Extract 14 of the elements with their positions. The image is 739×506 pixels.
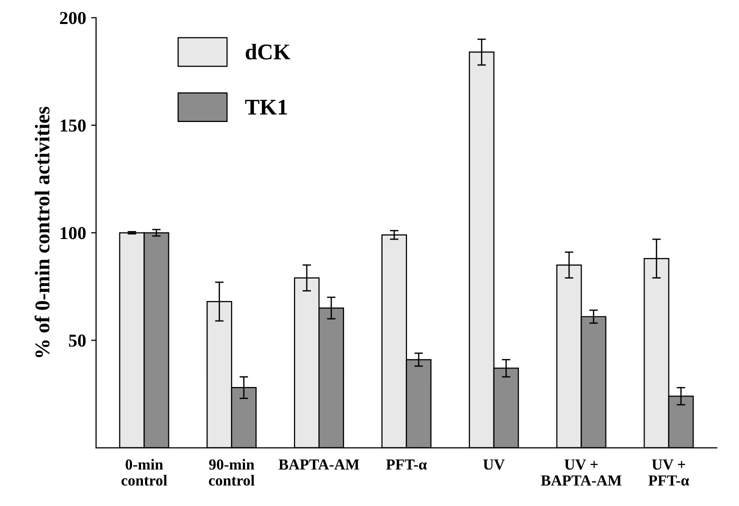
x-tick-label: BAPTA-AM [278, 459, 360, 470]
x-tick-label: UV + BAPTA-AM [540, 460, 622, 486]
x-tick-label: UV [483, 460, 505, 470]
x-tick-label: 90-min control [208, 458, 255, 486]
y-tick-label: 150 [60, 119, 86, 132]
x-tick-label: PFT-α [386, 460, 427, 470]
legend-label: TK1 [245, 100, 287, 114]
x-tick-label: UV + PFT-α [648, 460, 690, 486]
y-tick-label: 200 [60, 12, 86, 24]
legend-label: dCK [246, 44, 290, 60]
y-tick-label: 50 [69, 334, 86, 347]
y-tick-label: 100 [60, 227, 86, 240]
x-tick-label: 0-min control [121, 458, 168, 486]
y-axis-title: % of 0-min control activities [34, 106, 50, 358]
